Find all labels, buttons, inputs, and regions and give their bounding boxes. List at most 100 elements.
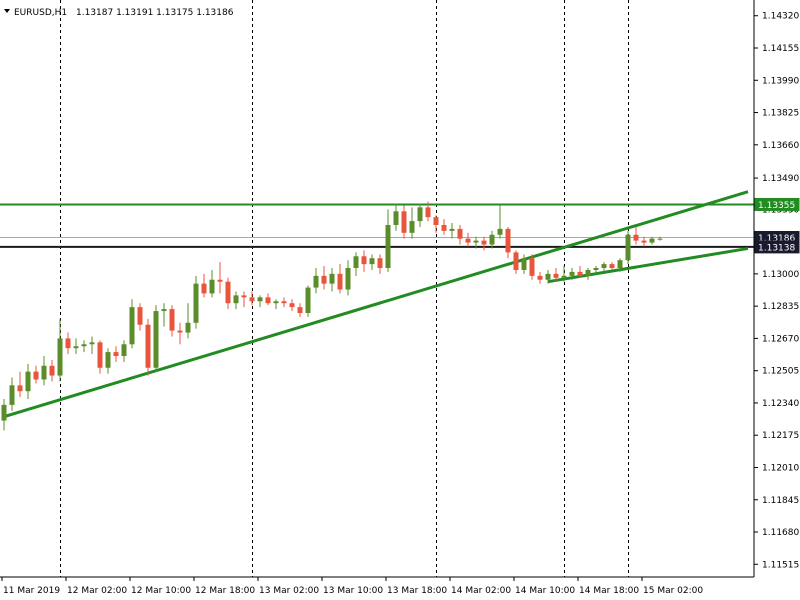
candle-body (241, 295, 247, 298)
candle-body (657, 238, 663, 240)
candle-body (289, 303, 295, 308)
candle-body (57, 338, 63, 376)
candle-body (617, 260, 623, 269)
price-tick-label: 1.13990 (762, 76, 799, 86)
candle-body (481, 240, 487, 245)
time-tick-label: 14 Mar 02:00 (451, 586, 511, 596)
candle-body (265, 297, 271, 304)
time-tick-label: 13 Mar 02:00 (259, 586, 319, 596)
price-tick-label: 1.13000 (762, 270, 799, 280)
price-tick-label: 1.13660 (762, 141, 799, 151)
candle-body (353, 256, 359, 269)
price-tick-label: 1.14320 (762, 12, 799, 22)
candle-body (201, 283, 207, 294)
candle-body (1, 404, 7, 421)
candle-body (497, 228, 503, 235)
time-tick-label: 14 Mar 10:00 (515, 586, 575, 596)
time-tick-label: 15 Mar 02:00 (643, 586, 703, 596)
candle-body (561, 275, 567, 278)
candle-body (297, 307, 303, 313)
candle-body (169, 309, 175, 331)
bid-tag-text: 1.13186 (758, 234, 795, 244)
price-tick-label: 1.12340 (762, 399, 799, 409)
candle-body (593, 268, 599, 270)
candle-body (401, 211, 407, 233)
period-separators (60, 0, 629, 577)
candle-body (313, 275, 319, 288)
candle-body (537, 275, 543, 280)
time-tick-label: 14 Mar 18:00 (579, 586, 639, 596)
candle-body (433, 217, 439, 225)
candle-body (177, 330, 183, 333)
candle-body (633, 234, 639, 241)
candle-body (41, 365, 47, 380)
candle-body (49, 365, 55, 376)
candle-body (25, 371, 31, 392)
price-axis-labels: 1.14320 1.14155 1.13990 1.13825 1.13660 1.134… (754, 12, 799, 570)
time-tick-label: 11 Mar 2019 (3, 586, 60, 596)
candle-body (145, 324, 151, 368)
time-tick-label: 13 Mar 18:00 (387, 586, 447, 596)
candle-body (641, 240, 647, 243)
candle-body (345, 268, 351, 290)
ohlc-values: 1.13187 1.13191 1.13175 1.13186 (76, 8, 234, 18)
candle-body (153, 311, 159, 368)
candle-body (609, 264, 615, 269)
candle-body (161, 309, 167, 312)
candle-body (521, 258, 527, 270)
candle-body (233, 295, 239, 304)
candle-body (393, 211, 399, 225)
candle-body (489, 234, 495, 245)
level-tag-lower-text: 1.13138 (758, 243, 795, 253)
candle-body (257, 297, 263, 302)
candle-body (569, 271, 575, 276)
candle-body (465, 238, 471, 243)
candle-body (361, 256, 367, 265)
candle-body (73, 346, 79, 349)
time-tick-label: 13 Mar 10:00 (323, 586, 383, 596)
trendline (3, 190, 749, 419)
candle-body (121, 344, 127, 357)
candle-body (81, 344, 87, 347)
candle-body (249, 297, 255, 302)
candle-body (505, 228, 511, 253)
candle-body (209, 279, 215, 294)
candle-body (385, 224, 391, 269)
candle-body (553, 273, 559, 278)
candle-body (577, 271, 583, 276)
time-tick-label: 12 Mar 10:00 (131, 586, 191, 596)
candle-body (33, 371, 39, 380)
candle-body (545, 273, 551, 280)
candle-body (185, 322, 191, 333)
candle-body (137, 307, 143, 325)
price-tick-label: 1.11680 (762, 528, 799, 538)
candle-body (273, 301, 279, 304)
candle-body (585, 269, 591, 276)
candle-body (89, 342, 95, 345)
symbol-label: EURUSD,H1 (14, 8, 67, 18)
candles (1, 201, 663, 431)
candle-body (625, 234, 631, 261)
candle-body (417, 207, 423, 222)
candle-body (193, 283, 199, 323)
candle-body (113, 352, 119, 357)
candle-body (441, 224, 447, 231)
candle-body (377, 258, 383, 269)
level-tag-upper-box (754, 197, 800, 211)
candle-body (601, 264, 607, 269)
candle-body (321, 275, 327, 284)
candle-body (449, 228, 455, 231)
chevron-down-icon[interactable] (4, 9, 10, 13)
candle-body (17, 385, 23, 392)
candle-body (329, 273, 335, 284)
candle-body (105, 352, 111, 368)
candle-body (529, 258, 535, 276)
candle-body (97, 342, 103, 368)
candle-body (425, 207, 431, 218)
price-tick-label: 1.12175 (762, 431, 799, 441)
candle-body (225, 281, 231, 304)
candle-body (65, 338, 71, 349)
price-tick-label: 1.14155 (762, 44, 799, 54)
